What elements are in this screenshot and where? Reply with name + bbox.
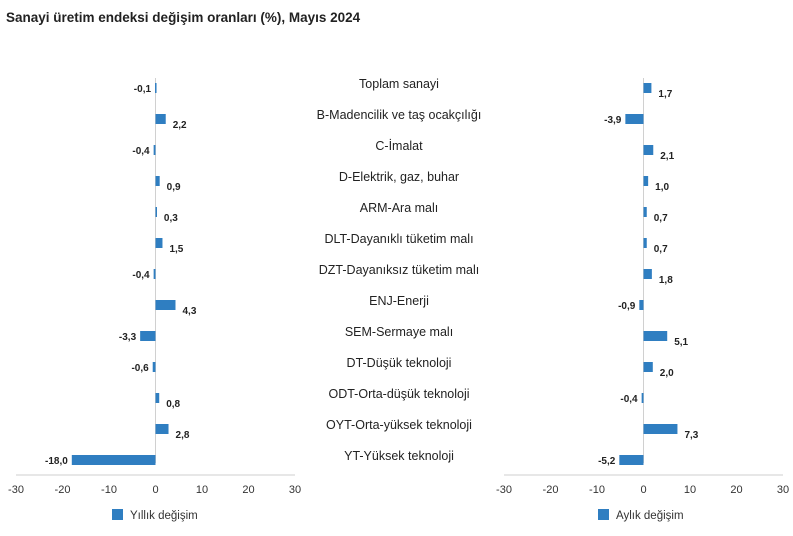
bar-annual: [153, 269, 156, 279]
data-label: -0,4: [620, 394, 638, 405]
category-label: Toplam sanayi: [359, 77, 439, 91]
x-tick-label: -20: [55, 484, 71, 496]
bar-monthly: [641, 393, 644, 403]
x-tick-label: 20: [242, 484, 254, 496]
bar-monthly: [643, 331, 668, 341]
data-label: -3,9: [604, 115, 622, 126]
x-tick-label: -10: [101, 484, 117, 496]
x-tick-label: 30: [777, 484, 789, 496]
x-tick-label: 10: [684, 484, 696, 496]
bar-monthly: [643, 424, 678, 434]
category-label: OYT-Orta-yüksek teknoloji: [326, 418, 472, 432]
bar-annual: [155, 83, 157, 93]
bar-annual: [140, 331, 156, 341]
data-label: 0,7: [654, 244, 668, 255]
data-label: 1,5: [169, 244, 183, 255]
x-tick-label: -20: [543, 484, 559, 496]
bar-monthly: [625, 114, 644, 124]
bar-monthly: [619, 455, 644, 465]
data-label: 0,7: [654, 213, 668, 224]
category-label: DZT-Dayanıksız tüketim malı: [319, 263, 479, 277]
category-label: DT-Düşük teknoloji: [347, 356, 452, 370]
bar-monthly: [643, 238, 647, 248]
bar-annual: [155, 176, 160, 186]
data-label: -3,3: [119, 332, 137, 343]
data-label: 5,1: [674, 337, 688, 348]
legend-swatch: [112, 509, 123, 520]
data-label: 4,3: [182, 306, 196, 317]
x-tick-label: -10: [589, 484, 605, 496]
data-label: 0,8: [166, 399, 180, 410]
bar-annual: [155, 114, 166, 124]
data-label: 7,3: [684, 430, 698, 441]
bar-monthly: [643, 83, 652, 93]
bar-annual: [155, 393, 160, 403]
bar-monthly: [643, 145, 654, 155]
data-label: 2,1: [660, 151, 674, 162]
bar-monthly: [643, 362, 653, 372]
category-label: ARM-Ara malı: [360, 201, 438, 215]
data-label: 1,8: [659, 275, 673, 286]
x-tick-label: 10: [196, 484, 208, 496]
bar-annual: [155, 238, 163, 248]
x-tick-label: 20: [730, 484, 742, 496]
bar-annual: [153, 145, 156, 155]
legend-swatch: [598, 509, 609, 520]
bar-monthly: [643, 176, 649, 186]
x-tick-label: 30: [289, 484, 301, 496]
legend-label: Yıllık değişim: [130, 510, 198, 522]
category-label: C-İmalat: [375, 139, 423, 153]
data-label: 1,7: [658, 89, 672, 100]
x-tick-label: 0: [640, 484, 646, 496]
x-tick-label: -30: [496, 484, 512, 496]
category-label: ENJ-Enerji: [369, 294, 429, 308]
x-tick-label: 0: [152, 484, 158, 496]
data-label: -18,0: [45, 456, 68, 467]
bar-annual: [155, 424, 169, 434]
data-label: -0,6: [131, 363, 149, 374]
category-label: D-Elektrik, gaz, buhar: [339, 170, 459, 184]
data-label: -0,4: [132, 270, 150, 281]
data-label: 2,2: [173, 120, 187, 131]
legend-label: Aylık değişim: [616, 510, 684, 522]
bar-annual: [155, 300, 176, 310]
data-label: -0,1: [134, 84, 152, 95]
data-label: 0,3: [164, 213, 178, 224]
category-label: ODT-Orta-düşük teknoloji: [328, 387, 469, 401]
category-label: SEM-Sermaye malı: [345, 325, 453, 339]
data-label: 1,0: [655, 182, 669, 193]
category-label: YT-Yüksek teknoloji: [344, 449, 454, 463]
bar-annual: [155, 207, 157, 217]
data-label: 0,9: [167, 182, 181, 193]
x-tick-label: -30: [8, 484, 24, 496]
bar-monthly: [639, 300, 644, 310]
chart-title: Sanayi üretim endeksi değişim oranları (…: [6, 10, 361, 25]
bar-annual: [71, 455, 156, 465]
category-label: B-Madencilik ve taş ocakçılığı: [317, 108, 482, 122]
bar-annual: [152, 362, 156, 372]
data-label: -0,4: [132, 146, 150, 157]
data-label: -0,9: [618, 301, 636, 312]
category-label: DLT-Dayanıklı tüketim malı: [324, 232, 473, 246]
data-label: 2,8: [176, 430, 190, 441]
data-label: -5,2: [598, 456, 616, 467]
data-label: 2,0: [660, 368, 674, 379]
bar-monthly: [643, 207, 647, 217]
bar-monthly: [643, 269, 652, 279]
